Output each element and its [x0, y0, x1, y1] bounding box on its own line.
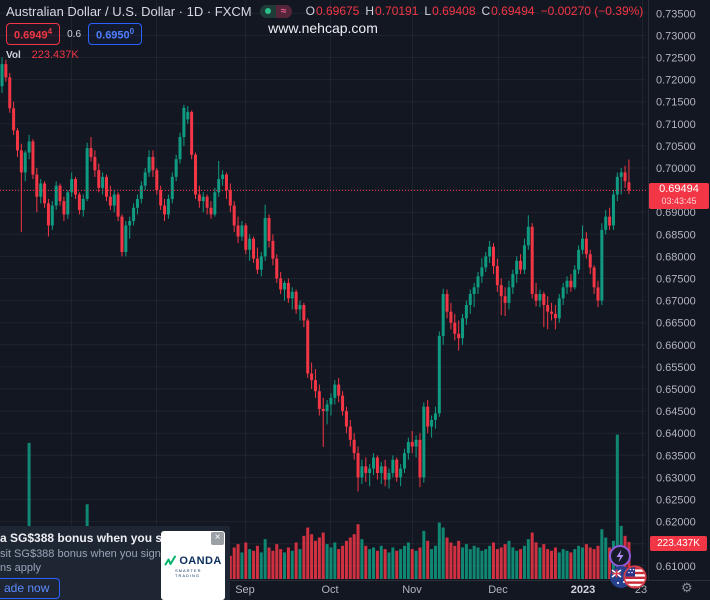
svg-text:0.67000: 0.67000 [656, 296, 696, 308]
ask-price-fraction: 0 [129, 27, 135, 37]
svg-text:0.69000: 0.69000 [656, 207, 696, 219]
svg-text:Sep: Sep [235, 584, 255, 596]
settings-gear-icon[interactable]: ⚙ [681, 580, 693, 595]
last-price-tag: 0.69494 03:43:45 [649, 183, 709, 209]
spread-value: 0.6 [67, 28, 82, 40]
svg-text:0.72000: 0.72000 [656, 75, 696, 87]
bid-price-fraction: 4 [47, 27, 53, 37]
svg-text:2023: 2023 [571, 584, 595, 596]
ad-headline: a SG$388 bonus when you sign up. [0, 531, 202, 545]
svg-text:0.67500: 0.67500 [656, 274, 696, 286]
ohlc-readout: O 0.69675 H 0.70191 L 0.69408 C 0.69494 −0.0… [300, 4, 644, 18]
symbol-logo-cluster [604, 543, 650, 589]
svg-text:0.64000: 0.64000 [656, 428, 696, 440]
oanda-mark-icon [164, 555, 177, 566]
oanda-logo-card[interactable]: OANDA SMARTER TRADING × [161, 531, 225, 600]
svg-text:Nov: Nov [402, 584, 422, 596]
low-label: L [424, 4, 432, 18]
svg-text:0.71000: 0.71000 [656, 119, 696, 131]
low-value: 0.69408 [432, 4, 476, 18]
svg-text:0.66500: 0.66500 [656, 318, 696, 330]
ad-banner[interactable]: a SG$388 bonus when you sign up. sit SG$… [0, 526, 230, 600]
svg-text:0.68000: 0.68000 [656, 251, 696, 263]
open-label: O [305, 4, 315, 18]
svg-text:0.72500: 0.72500 [656, 53, 696, 65]
price-axis[interactable] [646, 0, 710, 580]
ad-terms: ns apply [0, 562, 41, 574]
svg-text:0.65500: 0.65500 [656, 362, 696, 374]
close-value: 0.69494 [491, 4, 535, 18]
svg-text:0.64500: 0.64500 [656, 406, 696, 418]
market-status-toggle[interactable]: ≈ [259, 4, 292, 18]
svg-text:0.62500: 0.62500 [656, 495, 696, 507]
svg-text:Oct: Oct [321, 584, 338, 596]
svg-text:0.65000: 0.65000 [656, 384, 696, 396]
volume-indicator-value: 223.437K [31, 49, 79, 61]
bid-price: 0.6949 [14, 29, 48, 42]
oanda-brand-subtext: SMARTER TRADING [175, 568, 202, 578]
svg-text:0.63000: 0.63000 [656, 472, 696, 484]
svg-text:Dec: Dec [488, 584, 508, 596]
high-label: H [365, 4, 375, 18]
svg-text:0.66000: 0.66000 [656, 340, 696, 352]
buy-price-button[interactable]: 0.69500 [88, 23, 143, 45]
change-value: −0.00270 (−0.39%) [540, 4, 644, 18]
svg-text:0.73000: 0.73000 [656, 30, 696, 42]
high-value: 0.70191 [375, 4, 419, 18]
symbol-title[interactable]: Australian Dollar / U.S. Dollar · 1D · F… [6, 3, 252, 19]
volume-axis-tag: 223.437K [650, 536, 707, 551]
svg-text:0.71500: 0.71500 [656, 97, 696, 109]
ad-close-icon[interactable]: × [211, 532, 224, 545]
ask-price: 0.6950 [96, 29, 130, 42]
svg-text:0.73500: 0.73500 [656, 8, 696, 20]
close-label: C [481, 4, 491, 18]
usa-flag-icon [623, 565, 647, 589]
sell-price-button[interactable]: 0.69494 [6, 23, 61, 45]
watermark: www.nehcap.com [268, 20, 378, 36]
svg-text:0.63500: 0.63500 [656, 450, 696, 462]
open-value: 0.69675 [315, 4, 360, 18]
oanda-brand-text: OANDA [179, 555, 222, 567]
wave-icon: ≈ [275, 4, 292, 18]
svg-text:0.70000: 0.70000 [656, 163, 696, 175]
svg-text:0.68500: 0.68500 [656, 229, 696, 241]
svg-text:0.61000: 0.61000 [656, 561, 696, 573]
bar-countdown: 03:43:45 [661, 196, 697, 206]
market-open-dot-icon [259, 4, 276, 18]
ad-subtext: sit SG$388 bonus when you sign up. [0, 548, 180, 560]
chart-legend: Australian Dollar / U.S. Dollar · 1D · F… [6, 3, 643, 61]
trade-now-button[interactable]: ade now [0, 578, 61, 599]
svg-text:0.70500: 0.70500 [656, 141, 696, 153]
lightning-icon [609, 545, 631, 567]
last-price-value: 0.69494 [659, 183, 699, 195]
svg-text:0.62000: 0.62000 [656, 517, 696, 529]
volume-indicator-label[interactable]: Vol [6, 50, 21, 61]
